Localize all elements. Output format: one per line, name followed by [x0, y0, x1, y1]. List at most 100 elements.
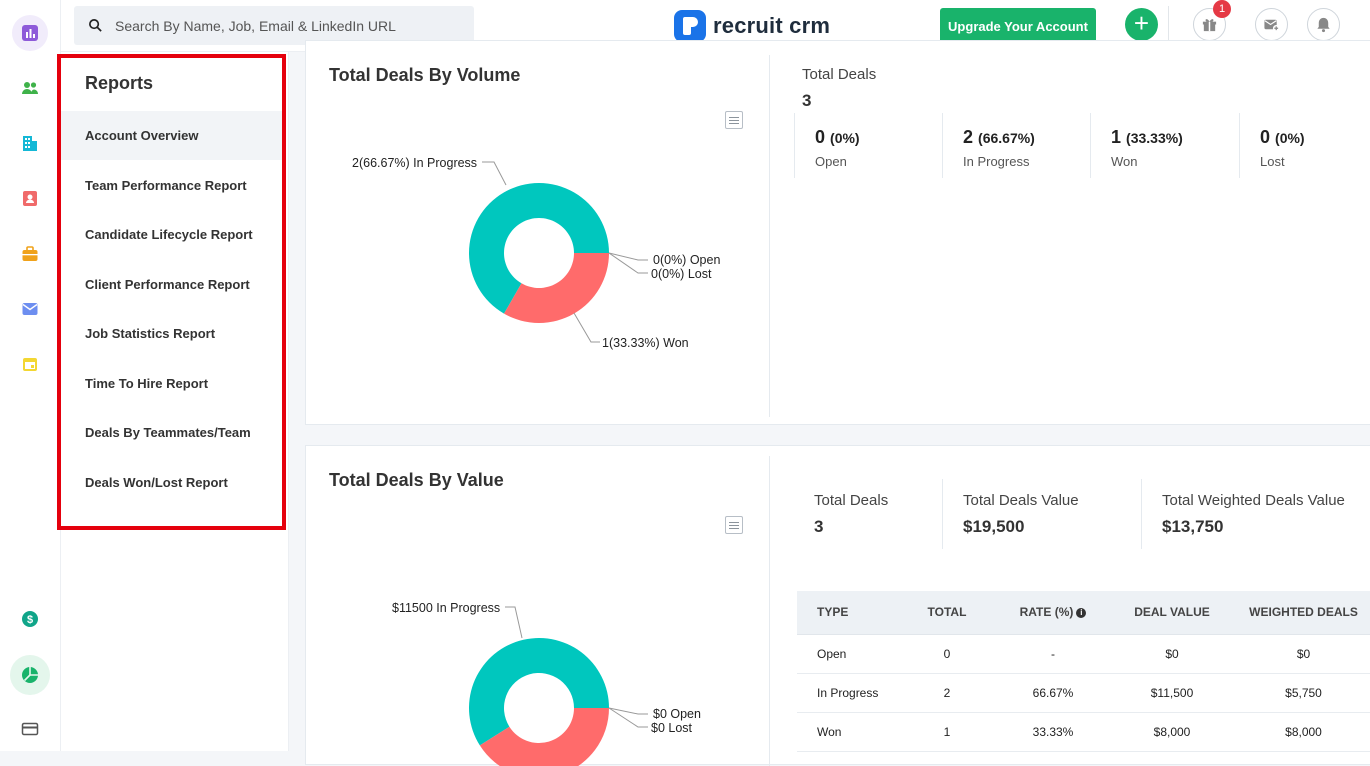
info-icon[interactable]: i	[1076, 608, 1087, 619]
deals-by-volume-card: Total Deals By Volume 2(66.67%) In Progr…	[305, 40, 1370, 425]
leader-line-won	[573, 312, 600, 343]
add-new-button[interactable]: +	[1125, 8, 1158, 41]
stat-open: 0 (0%) Open	[794, 113, 942, 178]
stat-divider	[942, 479, 943, 549]
label-won: 1(33.33%) Won	[602, 336, 689, 350]
logo-mark-icon	[674, 10, 706, 42]
dollar-icon[interactable]: $	[12, 601, 48, 637]
volume-slice-in-progress	[469, 182, 609, 314]
stat-lost-pct: (0%)	[1275, 130, 1305, 146]
total-deals-value: 3	[802, 91, 812, 110]
stat-won-label: Won	[1111, 154, 1138, 169]
search-input[interactable]	[115, 17, 455, 34]
stat-open-pct: (0%)	[830, 130, 860, 146]
brand-logo[interactable]: recruit crm	[674, 10, 830, 42]
value-total-deals-label: Total Deals	[814, 492, 889, 509]
cell-weighted: $5,750	[1235, 673, 1370, 713]
total-deals-label: Total Deals	[802, 66, 877, 83]
value-total-deals-value: 3	[814, 517, 824, 536]
mail-add-button[interactable]	[1255, 8, 1288, 41]
card-divider	[769, 55, 770, 417]
upgrade-account-button[interactable]: Upgrade Your Account	[940, 8, 1096, 44]
leader-line-lost	[608, 252, 648, 274]
mail-icon[interactable]	[12, 291, 48, 327]
total-deals-value-label: Total Deals Value	[963, 492, 1079, 509]
report-item-deals-by-teammates[interactable]: Deals By Teammates/Team	[85, 425, 251, 440]
cell-weighted: $0	[1235, 634, 1370, 674]
people-icon[interactable]	[12, 70, 48, 106]
col-rate[interactable]: RATE (%) i	[997, 591, 1109, 635]
col-total[interactable]: TOTAL	[897, 591, 997, 635]
stat-lost-label: Lost	[1260, 154, 1285, 169]
reports-title: Reports	[85, 73, 154, 93]
report-item-time-to-hire[interactable]: Time To Hire Report	[85, 376, 209, 391]
search-bar[interactable]	[74, 6, 474, 45]
stat-won: 1 (33.33%) Won	[1090, 113, 1238, 178]
cell-rate: 33.33%	[997, 712, 1109, 752]
col-deal-value[interactable]: DEAL VALUE	[1109, 591, 1235, 635]
header-divider	[1168, 6, 1169, 44]
col-type[interactable]: TYPE	[797, 591, 897, 635]
value-label-open: $0 Open	[653, 707, 701, 721]
cell-deal-value: $11,500	[1109, 673, 1235, 713]
col-weighted-deals[interactable]: WEIGHTED DEALS	[1235, 591, 1370, 635]
stat-divider	[1141, 479, 1142, 549]
leader-line-open	[608, 252, 648, 261]
value-donut-chart: $11500 In Progress $0 Open $0 Lost	[392, 601, 701, 766]
col-rate-label: RATE (%)	[1019, 605, 1074, 620]
deals-by-value-title: Total Deals By Value	[329, 470, 504, 490]
building-icon[interactable]	[12, 125, 48, 161]
cell-total: 0	[897, 634, 997, 674]
reports-sidebar: Reports Account Overview Team Performanc…	[61, 52, 289, 751]
stat-won-pct: (33.33%)	[1126, 130, 1183, 146]
report-item-candidate-lifecycle[interactable]: Candidate Lifecycle Report	[85, 227, 253, 242]
value-slice-in-progress	[469, 638, 609, 746]
cell-deal-value: $8,000	[1109, 712, 1235, 752]
reports-icon[interactable]	[12, 15, 48, 51]
leader-line-in-progress	[482, 161, 507, 186]
cell-deal-value: $0	[1109, 634, 1235, 674]
alerts-button[interactable]	[1307, 8, 1340, 41]
brand-name: recruit crm	[713, 13, 831, 38]
deals-by-volume-title: Total Deals By Volume	[329, 65, 521, 85]
chart-menu-icon[interactable]	[725, 516, 743, 534]
card-divider	[769, 456, 770, 766]
volume-slice-won	[504, 253, 609, 323]
table-header-row: TYPE TOTAL RATE (%) i DEAL VALUE WEIGHTED…	[797, 591, 1370, 635]
stat-in-progress-count: 2	[963, 127, 974, 147]
report-item-team-performance[interactable]: Team Performance Report	[85, 178, 247, 193]
stat-in-progress-label: In Progress	[963, 154, 1030, 169]
leader-line-lost	[608, 707, 648, 728]
report-item-client-performance[interactable]: Client Performance Report	[85, 277, 250, 292]
bell-icon	[1317, 17, 1330, 33]
cell-total: 1	[897, 712, 997, 752]
label-in-progress: 2(66.67%) In Progress	[352, 156, 477, 170]
cell-total: 2	[897, 673, 997, 713]
contact-card-icon[interactable]	[12, 180, 48, 216]
stat-won-count: 1	[1111, 127, 1122, 147]
table-row: Won 1 33.33% $8,000 $8,000	[797, 712, 1370, 752]
search-icon	[89, 19, 102, 32]
leader-line-open	[608, 707, 648, 715]
label-open: 0(0%) Open	[653, 253, 720, 267]
weighted-value-label: Total Weighted Deals Value	[1162, 492, 1345, 509]
briefcase-icon[interactable]	[12, 236, 48, 272]
value-label-lost: $0 Lost	[651, 721, 693, 735]
pie-chart-icon[interactable]	[10, 655, 50, 695]
volume-donut-chart: 2(66.67%) In Progress 0(0%) Open 0(0%) L…	[352, 156, 720, 350]
stat-in-progress-pct: (66.67%)	[978, 130, 1035, 146]
icon-rail: $	[0, 0, 61, 751]
total-deals-value-amount: $19,500	[963, 517, 1025, 536]
report-item-account-overview[interactable]: Account Overview	[61, 111, 283, 160]
calendar-icon[interactable]	[12, 346, 48, 382]
table-row: In Progress 2 66.67% $11,500 $5,750	[797, 673, 1370, 713]
credit-card-icon[interactable]	[12, 711, 48, 747]
report-item-job-statistics[interactable]: Job Statistics Report	[85, 326, 216, 341]
cell-type: Won	[797, 712, 897, 752]
gift-icon	[1202, 19, 1217, 32]
report-item-deals-won-lost[interactable]: Deals Won/Lost Report	[85, 475, 228, 490]
value-label-in-progress: $11500 In Progress	[392, 601, 500, 615]
label-lost: 0(0%) Lost	[651, 267, 712, 281]
chart-menu-icon[interactable]	[725, 111, 743, 129]
cell-type: In Progress	[797, 673, 897, 713]
